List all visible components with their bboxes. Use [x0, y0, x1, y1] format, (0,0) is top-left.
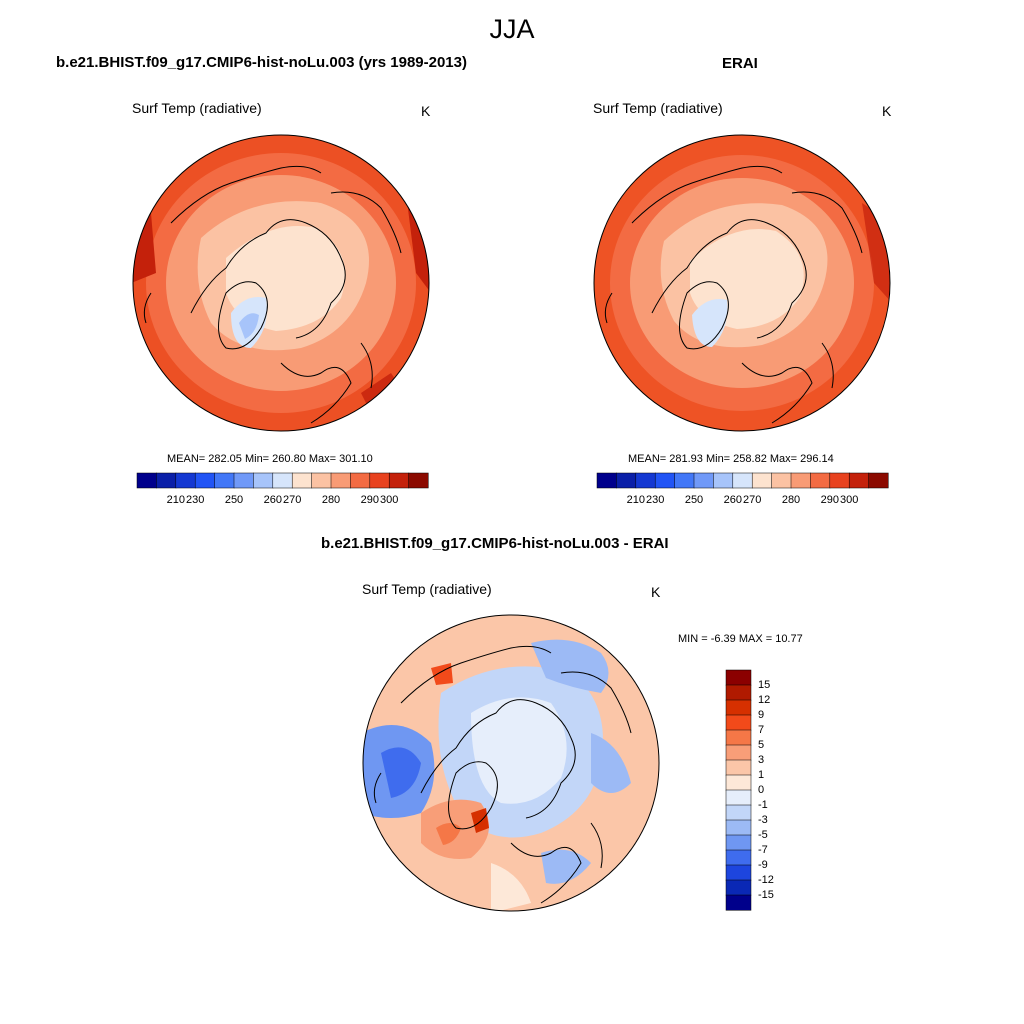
colorbar-3-swatch-1 [725, 669, 752, 686]
colorbar-3-swatch-9 [725, 789, 752, 806]
colorbar-2-swatch-5 [674, 472, 695, 489]
colorbar-1-swatch-4 [194, 472, 216, 489]
colorbar-2-swatch-11 [790, 472, 811, 489]
colorbar-2-swatch-2 [616, 472, 637, 489]
colorbar-1-swatch-12 [350, 472, 371, 489]
colorbar-1-tick-label: 280 [321, 494, 341, 506]
colorbar-3-tick-label: 1 [758, 769, 765, 781]
colorbar-3-swatch-5 [725, 729, 752, 746]
colorbar-1-tick-label: 300 [380, 494, 399, 506]
panel-3-colorbar [725, 669, 752, 911]
colorbar-3-tick-label: -1 [758, 799, 768, 811]
colorbar-2-tick-label: 260 [723, 494, 742, 506]
colorbar-1-swatch-6 [233, 472, 254, 489]
panel-3-units-label: K [651, 584, 661, 600]
colorbar-2-swatch-8 [732, 472, 753, 489]
colorbar-1-tick-label: 260 [263, 494, 282, 506]
colorbar-3-swatch-11 [725, 819, 752, 836]
colorbar-2-swatch-3 [635, 472, 656, 489]
colorbar-3-tick-label: -9 [758, 859, 768, 871]
colorbar-1-tick-label: 210 [166, 494, 185, 506]
panel-1-stats: MEAN= 282.05 Min= 260.80 Max= 301.10 [167, 453, 373, 465]
colorbar-3-tick-label: -12 [758, 874, 774, 886]
panel-3-polar-map [362, 614, 660, 912]
colorbar-3-swatch-6 [725, 744, 752, 761]
colorbar-1-swatch-11 [330, 472, 351, 489]
colorbar-3-swatch-13 [725, 849, 752, 866]
colorbar-2-swatch-15 [868, 472, 889, 489]
colorbar-2-swatch-7 [713, 472, 734, 489]
colorbar-2-tick-label: 280 [781, 494, 801, 506]
colorbar-1-swatch-9 [291, 472, 313, 489]
panel-1-title: b.e21.BHIST.f09_g17.CMIP6-hist-noLu.003 … [56, 54, 467, 71]
panel-2-polar-map [593, 134, 891, 432]
colorbar-1-swatch-5 [214, 472, 235, 489]
colorbar-1-swatch-10 [311, 472, 332, 489]
panel-3-title: b.e21.BHIST.f09_g17.CMIP6-hist-noLu.003 … [321, 535, 669, 552]
panel-1-variable-label: Surf Temp (radiative) [132, 100, 262, 116]
colorbar-2-swatch-12 [810, 472, 831, 489]
panel-1-polar-map [132, 134, 430, 432]
colorbar-3-tick-label: 9 [758, 709, 765, 721]
colorbar-3-swatch-4 [725, 714, 752, 731]
panel-2-colorbar [596, 472, 889, 489]
panel-2-variable-label: Surf Temp (radiative) [593, 100, 723, 116]
colorbar-3-tick-label: -7 [758, 844, 768, 856]
colorbar-1-swatch-13 [369, 472, 390, 489]
colorbar-2-tick-label: 250 [684, 494, 704, 506]
colorbar-1-swatch-14 [388, 472, 410, 489]
colorbar-1-swatch-1 [136, 472, 157, 489]
colorbar-3-tick-label: -3 [758, 814, 768, 826]
colorbar-2-tick-label: 270 [743, 494, 762, 506]
panel-3-colorbar-ticks: 15 12 9 7 5 3 1 0 -1 -3 -5 -7 -9 -12 -15 [758, 670, 798, 910]
figure-title: JJA [489, 14, 535, 44]
colorbar-1-tick-label: 290 [360, 494, 379, 506]
colorbar-1-tick-label: 230 [186, 494, 205, 506]
panel-1-colorbar [136, 472, 429, 489]
colorbar-1-swatch-3 [175, 472, 196, 489]
colorbar-3-swatch-2 [725, 684, 752, 701]
colorbar-2-swatch-13 [829, 472, 850, 489]
colorbar-2-tick-label: 230 [646, 494, 665, 506]
colorbar-2-swatch-4 [654, 472, 676, 489]
colorbar-3-swatch-16 [725, 894, 752, 911]
panel-1-units-label: K [421, 103, 431, 119]
colorbar-3-swatch-10 [725, 804, 752, 821]
colorbar-3-swatch-14 [725, 864, 752, 881]
colorbar-3-tick-label: 7 [758, 724, 765, 736]
colorbar-1-swatch-7 [253, 472, 274, 489]
panel-3-stats: MIN = -6.39 MAX = 10.77 [678, 633, 803, 645]
colorbar-1-tick-label: 270 [283, 494, 302, 506]
colorbar-3-tick-label: 5 [758, 739, 765, 751]
colorbar-2-swatch-6 [693, 472, 714, 489]
colorbar-3-tick-label: 3 [758, 754, 765, 766]
colorbar-3-swatch-12 [725, 834, 752, 851]
panel-2-title: ERAI [722, 55, 758, 72]
colorbar-3-tick-label: 15 [758, 679, 771, 691]
panel-3-variable-label: Surf Temp (radiative) [362, 581, 492, 597]
colorbar-2-tick-label: 290 [820, 494, 839, 506]
colorbar-3-swatch-15 [725, 879, 752, 896]
panel-2-units-label: K [882, 103, 892, 119]
colorbar-3-swatch-8 [725, 774, 752, 791]
colorbar-2-swatch-9 [751, 472, 773, 489]
panel-2-colorbar-ticks: 210 230 250 260 270 280 290 300 [597, 494, 888, 508]
colorbar-2-tick-label: 210 [626, 494, 645, 506]
colorbar-1-swatch-2 [156, 472, 177, 489]
colorbar-1-swatch-8 [272, 472, 293, 489]
colorbar-1-tick-label: 250 [224, 494, 244, 506]
colorbar-3-tick-label: -15 [758, 889, 774, 901]
colorbar-3-tick-label: 12 [758, 694, 771, 706]
colorbar-1-swatch-15 [408, 472, 429, 489]
colorbar-3-swatch-3 [725, 699, 752, 716]
colorbar-2-swatch-1 [596, 472, 617, 489]
colorbar-3-tick-label: -5 [758, 829, 768, 841]
colorbar-3-swatch-7 [725, 759, 752, 776]
panel-1-colorbar-ticks: 210 230 250 260 270 280 290 300 [137, 494, 428, 508]
panel-2-stats: MEAN= 281.93 Min= 258.82 Max= 296.14 [628, 453, 834, 465]
colorbar-2-swatch-14 [848, 472, 870, 489]
colorbar-2-tick-label: 300 [840, 494, 859, 506]
colorbar-2-swatch-10 [771, 472, 792, 489]
colorbar-3-tick-label: 0 [758, 784, 765, 796]
